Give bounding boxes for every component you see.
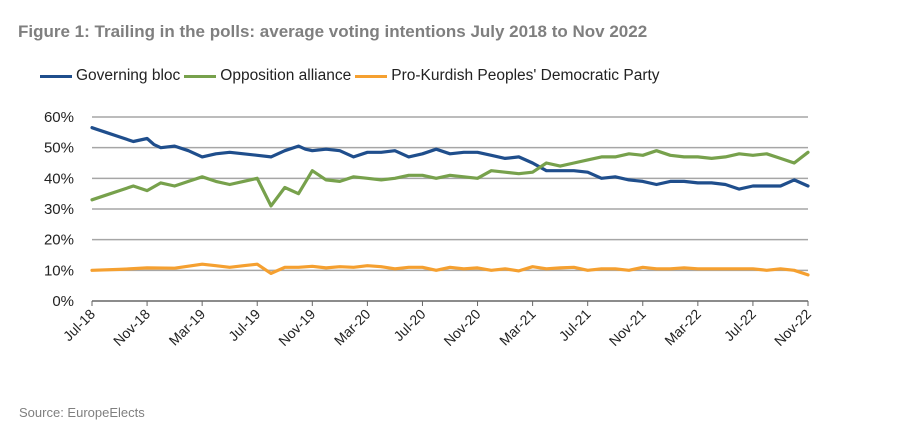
legend-label-opposition-alliance: Opposition alliance [220,67,352,84]
y-tick-label: 10% [44,262,74,279]
x-tick-label: Mar-19 [166,306,209,349]
page-title: Figure 1: Trailing in the polls: average… [18,22,648,41]
y-tick-label: 0% [52,293,74,310]
x-tick-label: Jul-21 [556,306,594,344]
legend-item-opposition-alliance: Opposition alliance [184,67,351,85]
series-line-pro-kurdish-party [90,262,810,277]
y-tick-label: 40% [44,170,74,187]
x-tick-label: Nov-19 [275,306,318,349]
x-tick-label: Mar-22 [661,306,704,349]
x-tick-label: Jul-18 [60,306,98,344]
legend-label-pro-kurdish-party: Pro-Kurdish Peoples' Democratic Party [391,67,660,84]
x-tick-label: Nov-20 [440,306,483,349]
x-tick-label: Jul-19 [225,306,263,344]
x-tick-label: Jul-20 [390,306,428,344]
legend-item-governing-bloc: Governing bloc [40,67,180,85]
series-line-governing-bloc [90,126,810,191]
x-tick-label: Jul-22 [721,306,759,344]
legend-label-governing-bloc: Governing bloc [76,67,181,84]
legend-swatch-pro-kurdish-party [355,74,388,78]
source-note: Source: EuropeElects [19,405,145,420]
y-tick-label: 60% [44,109,74,126]
x-tick-label: Nov-22 [771,306,814,349]
x-tick-label: Nov-21 [606,306,649,349]
y-tick-label: 20% [44,232,74,249]
x-tick-label: Mar-21 [496,306,539,349]
legend-item-pro-kurdish-party: Pro-Kurdish Peoples' Democratic Party [355,67,660,85]
y-tick-label: 50% [44,140,74,157]
x-tick-label: Nov-18 [110,306,153,349]
series-line-opposition-alliance [90,149,810,208]
chart-legend: Governing bloc Opposition alliance Pro-K… [40,66,664,86]
y-tick-label: 30% [44,201,74,218]
x-tick-label: Mar-20 [331,306,374,349]
legend-swatch-opposition-alliance [184,74,217,78]
legend-swatch-governing-bloc [40,74,72,78]
